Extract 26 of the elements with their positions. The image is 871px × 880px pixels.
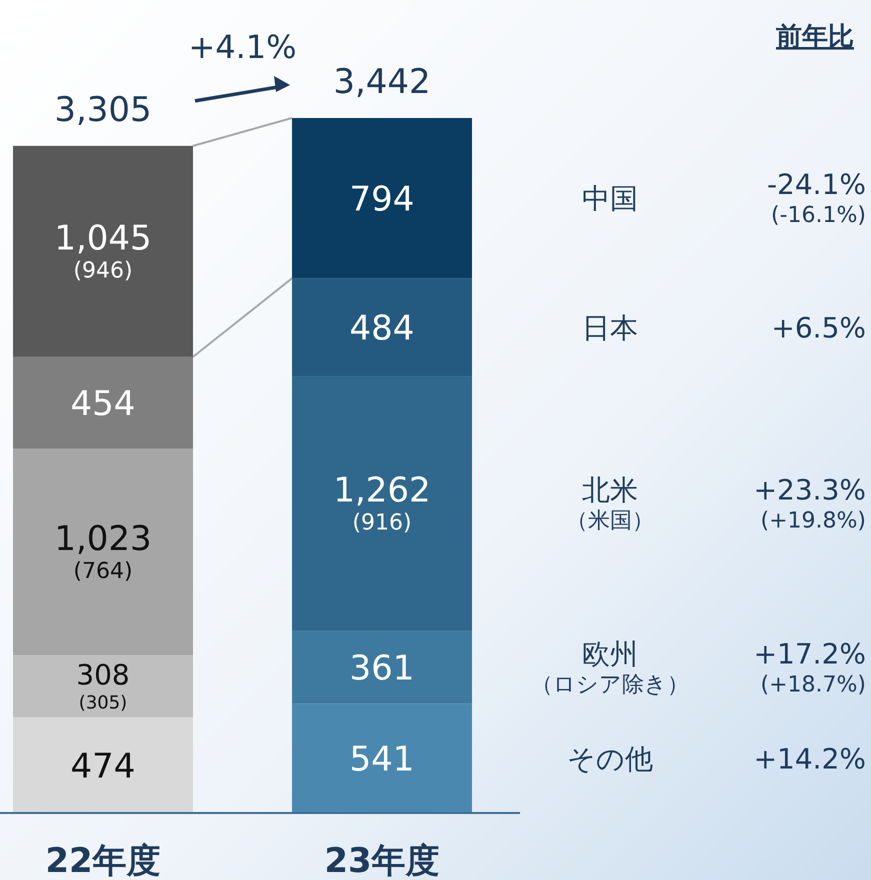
total-label: 3,305 — [54, 90, 152, 130]
text: +4.1% — [188, 28, 297, 66]
data-label: 484 — [350, 308, 414, 348]
x-tick-label: 23年度 — [324, 841, 440, 880]
data-label: 308 (305) — [76, 658, 130, 714]
text: 欧州（ロシア除き） — [531, 637, 689, 698]
text: +23.3% (+19.8%) — [754, 474, 866, 534]
text: +17.2% (+18.7%) — [754, 637, 866, 698]
text: +14.2% — [754, 742, 866, 776]
data-label: 794 — [350, 179, 414, 220]
data-label: 474 — [70, 746, 136, 786]
data-label: 1,262 (916) — [333, 470, 431, 536]
data-label: 361 — [350, 648, 414, 689]
data-label: 1,045 (946) — [54, 218, 152, 284]
text: +6.5% — [771, 311, 866, 344]
text: -24.1% (-16.1%) — [766, 168, 866, 228]
data-label: 454 — [70, 384, 136, 424]
text: 日本 — [582, 311, 638, 344]
data-label: 1,023 (764) — [54, 519, 152, 584]
x-tick-label: 22年度 — [45, 841, 161, 880]
total-label: 3,442 — [333, 62, 431, 102]
data-label: 541 — [350, 740, 414, 780]
text: 中国 — [582, 182, 638, 216]
text: その他 — [567, 742, 653, 776]
legend-title: 前年比 — [775, 22, 854, 52]
text: 北米（米国） — [566, 474, 654, 534]
